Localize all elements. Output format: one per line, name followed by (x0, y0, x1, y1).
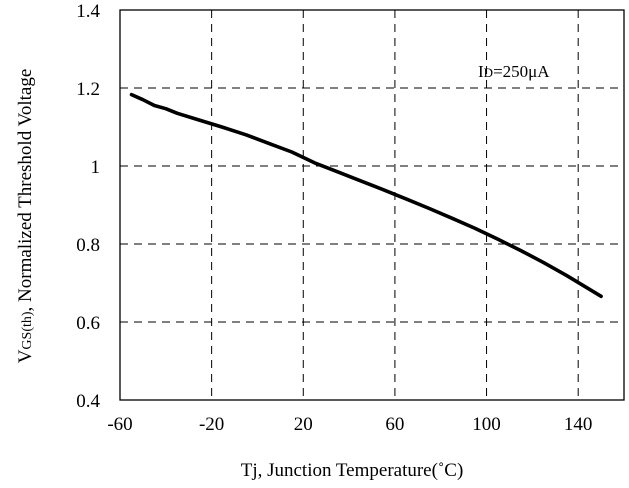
annotation-sub: D (484, 65, 493, 80)
x-tick-label: -60 (107, 414, 132, 435)
x-axis-ticks: -60 -20 20 60 100 140 (107, 414, 592, 435)
x-tick-label: 100 (472, 414, 501, 435)
x-tick-label: 140 (564, 414, 593, 435)
y-tick-label: 0.6 (76, 313, 100, 334)
annotation-rest: =250μA (493, 62, 550, 81)
y-axis-ticks: 0.4 0.6 0.8 1 1.2 1.4 (76, 1, 100, 412)
plot-frame (119, 9, 625, 401)
y-tick-label: 1 (91, 157, 101, 178)
x-tick-label: 60 (385, 414, 404, 435)
x-tick-label: 20 (294, 414, 313, 435)
y-axis-label-main: V (15, 349, 36, 363)
x-tick-label: -20 (199, 414, 224, 435)
y-tick-label: 1.4 (76, 1, 100, 22)
x-axis-label: Tj, Junction Temperature(˚C) (241, 460, 464, 481)
y-tick-label: 1.2 (76, 79, 100, 100)
grid-lines (120, 10, 624, 400)
y-tick-label: 0.8 (76, 235, 100, 256)
y-axis-label: VGS(th), Normalized Threshold Voltage (15, 69, 36, 364)
annotation-id-label: ID=250μA (478, 62, 550, 81)
y-axis-label-rest: , Normalized Threshold Voltage (15, 69, 36, 312)
y-axis-label-sub: GS(th) (20, 311, 35, 349)
annotation-main: I (478, 62, 484, 81)
y-tick-label: 0.4 (76, 391, 100, 412)
series-line (129, 92, 603, 299)
series-group (129, 92, 603, 299)
